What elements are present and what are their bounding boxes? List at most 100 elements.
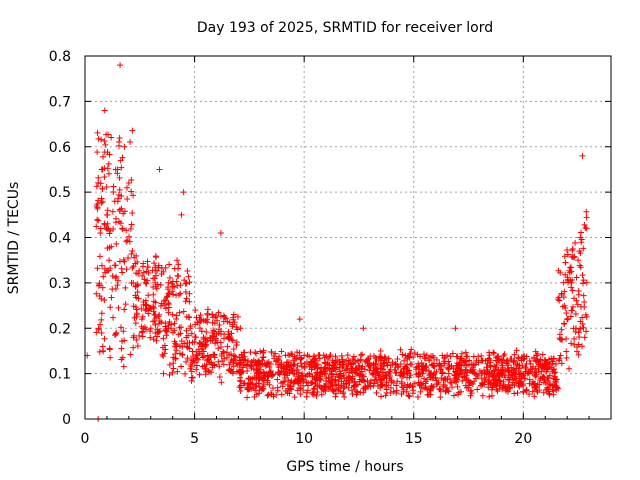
data-point [131,254,138,261]
data-point [216,363,223,370]
data-point [119,354,126,361]
data-point [220,348,227,355]
data-point [225,334,232,341]
data-point [213,312,220,319]
data-point [437,394,444,401]
data-point [221,331,228,338]
data-point [203,328,210,335]
data-point [216,373,223,380]
data-point [187,362,194,369]
data-point [100,153,107,160]
data-point-sample [231,352,238,359]
data-point [579,314,586,321]
data-point [103,183,110,190]
y-axis-label: SRMTID / TECUs [6,182,22,295]
data-point [437,366,444,373]
data-point [171,284,178,291]
data-point [280,368,287,375]
data-point [151,260,158,267]
data-point [150,298,157,305]
data-point [94,265,101,272]
data-point [488,370,495,377]
data-point [202,318,209,325]
data-point-sample [373,357,380,364]
data-point [127,139,134,146]
data-point [520,372,527,379]
data-point [552,378,559,385]
data-point [218,353,225,360]
data-point [229,323,236,330]
data-point [114,282,121,289]
data-point [451,372,458,379]
data-point [253,350,260,357]
data-point [406,354,413,361]
data-point [440,381,447,388]
data-point [407,361,414,368]
data-point [215,309,222,316]
data-point [559,303,566,310]
data-point [175,331,182,338]
data-point-sample [198,343,205,350]
data-point [98,295,105,302]
data-point [377,355,384,362]
data-point [383,379,390,386]
data-point [141,276,148,283]
data-point [122,284,129,291]
data-point [526,357,533,364]
data-point [569,247,576,254]
data-point [233,324,240,331]
data-point [264,392,271,399]
data-point [123,227,130,234]
data-point [546,391,553,398]
data-point-sample [101,107,108,114]
data-point [338,352,345,359]
data-point-sample [244,361,251,368]
data-point [581,303,588,310]
data-point [370,382,377,389]
data-point [212,314,219,321]
data-point [555,267,562,274]
data-point [580,277,587,284]
data-point [373,369,380,376]
data-point [110,183,117,190]
data-point [345,384,352,391]
data-point [212,340,219,347]
data-point [540,373,547,380]
data-point-sample [426,357,433,364]
data-point [259,385,266,392]
data-point [204,319,211,326]
data-point [526,391,533,398]
data-point [230,359,237,366]
data-point [278,348,285,355]
data-point [284,359,291,366]
data-point-sample [112,166,119,173]
data-point [152,321,159,328]
data-point [318,391,325,398]
data-point [264,360,271,367]
data-point [424,376,431,383]
data-point [569,307,576,314]
data-point [115,191,122,198]
data-point [163,294,170,301]
data-point [279,383,286,390]
data-point [437,388,444,395]
data-point [165,299,172,306]
data-point [255,380,262,387]
data-point [169,283,176,290]
data-point [568,340,575,347]
data-point-sample [169,311,176,318]
data-point [188,330,195,337]
data-point [241,380,248,387]
data-point [366,367,373,374]
data-point [186,345,193,352]
data-point [550,388,557,395]
data-point [580,324,587,331]
data-point-sample [106,257,113,264]
data-point [322,370,329,377]
data-point [582,224,589,231]
data-point-sample [250,366,257,373]
data-point [117,157,124,164]
data-point-sample [283,366,290,373]
data-point [471,378,478,385]
